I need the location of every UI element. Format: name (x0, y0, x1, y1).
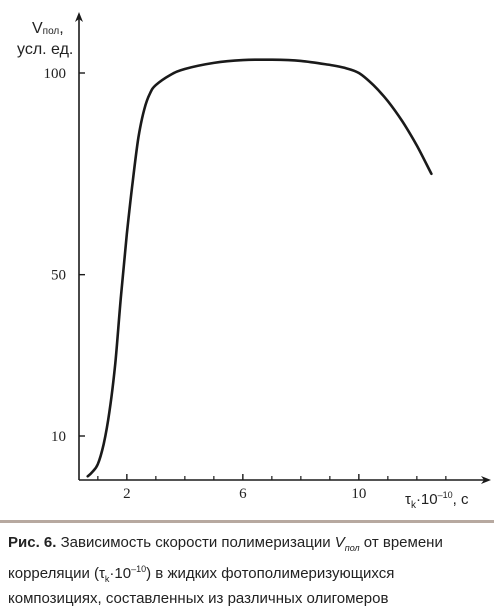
y-tick-label: 50 (51, 268, 66, 284)
y-tick-label: 100 (44, 66, 67, 82)
series-line (86, 58, 433, 478)
x-ticks: 2 6 10 (97, 474, 447, 502)
x-axis-label: τk·10–10, с (405, 490, 469, 511)
caption-label: Рис. 6. (8, 534, 57, 551)
caption-tau-exponent: –10 (131, 563, 147, 574)
y-axis-label: Vпол, (32, 20, 64, 37)
x-axis-exponent: –10 (438, 490, 453, 500)
y-axis-symbol: V (32, 20, 43, 37)
caption-text-before: Зависимость скорости полимеризации (56, 534, 335, 551)
x-tick-label: 10 (351, 486, 366, 502)
caption-tau-subscript: k (104, 573, 110, 584)
y-axis-suffix: , (59, 20, 63, 37)
caption-divider (0, 520, 494, 523)
caption-text-middle: от времени корреляции (τ (8, 534, 443, 582)
caption-text-after: ) в жидких фотополимеризующихся композиц… (8, 564, 395, 608)
caption-v-subscript: пол (344, 543, 360, 553)
caption-tau-factor: ·10 (109, 564, 132, 582)
caption-v-symbol: V (334, 534, 345, 551)
x-tick-label: 6 (239, 486, 247, 502)
chart: 2 6 10 10 50 100 Vпол, усл. ед. τk·10–10, с (17, 12, 491, 511)
caption-block: Рис. 6. Зависимость скорости полимеризац… (0, 520, 494, 608)
x-tick-label: 2 (123, 486, 131, 502)
y-axis-unit: усл. ед. (17, 41, 73, 58)
x-axis-symbol: τ (405, 491, 411, 508)
x-axis-subscript: k (411, 500, 417, 511)
y-axis-subscript: пол (43, 26, 60, 37)
x-axis-unit: , с (453, 491, 469, 508)
y-ticks: 10 50 100 (44, 66, 85, 445)
series-layer (86, 58, 433, 478)
figure-caption: Рис. 6. Зависимость скорости полимеризац… (8, 533, 490, 610)
y-tick-label: 10 (51, 429, 66, 445)
x-axis-factor: ·10 (416, 491, 438, 508)
